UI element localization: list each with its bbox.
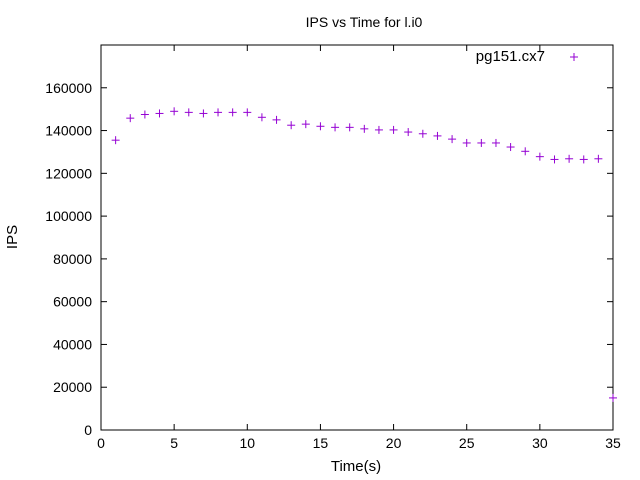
- y-tick-label: 140000: [45, 123, 92, 139]
- legend-plus-marker: [570, 53, 578, 61]
- data-point: [287, 121, 296, 130]
- legend: pg151.cx7: [476, 48, 578, 65]
- x-tick-label: 25: [459, 435, 475, 451]
- data-point: [477, 138, 486, 147]
- data-point: [345, 123, 354, 132]
- data-point: [535, 152, 544, 161]
- y-tick-label: 160000: [45, 80, 92, 96]
- data-points: [111, 107, 617, 402]
- y-tick-label: 60000: [53, 294, 92, 310]
- x-tick-label: 15: [313, 435, 329, 451]
- y-tick-label: 80000: [53, 251, 92, 267]
- data-point: [170, 107, 179, 116]
- y-axis-ticks: 0 20000 40000 60000 80000 100000 120000 140000 1…: [45, 80, 613, 438]
- y-tick-label: 20000: [53, 379, 92, 395]
- data-point: [184, 108, 193, 117]
- x-tick-label: 35: [605, 435, 621, 451]
- data-point: [360, 124, 369, 133]
- data-point: [111, 136, 120, 145]
- data-point: [140, 110, 149, 119]
- x-tick-label: 20: [386, 435, 402, 451]
- data-point: [272, 115, 281, 124]
- data-point: [228, 108, 237, 117]
- data-point: [331, 123, 340, 132]
- y-tick-label: 100000: [45, 208, 92, 224]
- data-point: [243, 108, 252, 117]
- data-point: [462, 138, 471, 147]
- data-point: [550, 155, 559, 164]
- legend-label: pg151.cx7: [476, 48, 545, 65]
- data-point: [433, 131, 442, 140]
- y-tick-label: 120000: [45, 165, 92, 181]
- data-point: [418, 129, 427, 138]
- x-tick-label: 5: [170, 435, 178, 451]
- x-tick-label: 0: [97, 435, 105, 451]
- y-tick-label: 0: [84, 422, 92, 438]
- data-point: [609, 393, 617, 402]
- y-axis-label: IPS: [4, 225, 21, 249]
- x-axis-label: Time(s): [331, 458, 381, 475]
- data-point: [448, 135, 457, 144]
- data-point: [506, 143, 515, 152]
- x-tick-label: 10: [239, 435, 255, 451]
- data-point: [594, 154, 603, 163]
- data-point: [155, 109, 164, 118]
- data-point: [374, 125, 383, 134]
- data-point: [257, 113, 266, 122]
- data-point: [389, 125, 398, 134]
- data-point: [316, 122, 325, 131]
- y-tick-label: 40000: [53, 336, 92, 352]
- data-point: [126, 114, 135, 123]
- data-point: [214, 108, 223, 117]
- data-point: [404, 128, 413, 137]
- x-axis-ticks: 0 5 10 15 20 25 30 35: [97, 45, 621, 451]
- data-point: [199, 109, 208, 118]
- plot-area-frame: [100, 44, 614, 431]
- data-point: [579, 155, 588, 164]
- data-point: [565, 154, 574, 163]
- data-point: [521, 147, 530, 156]
- legend-marker-plus-icon: [570, 53, 578, 61]
- chart-title: IPS vs Time for l.i0: [306, 14, 423, 30]
- data-point: [491, 138, 500, 147]
- x-tick-label: 30: [532, 435, 548, 451]
- data-point: [301, 120, 310, 129]
